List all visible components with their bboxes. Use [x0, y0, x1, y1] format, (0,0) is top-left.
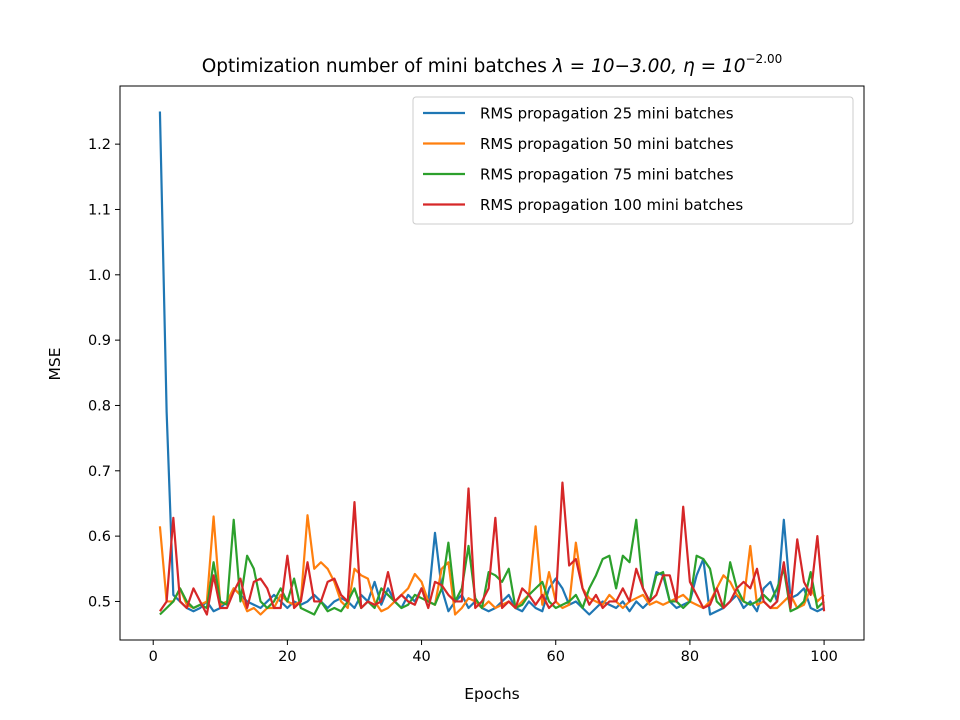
legend-label-4: RMS propagation 100 mini batches: [480, 196, 743, 214]
y-tick-label: 0.9: [88, 333, 111, 349]
legend-label-1: RMS propagation 25 mini batches: [480, 105, 734, 123]
x-tick-label: 40: [412, 649, 430, 665]
x-tick-label: 100: [810, 649, 838, 665]
plot-frame: [119, 85, 865, 641]
y-axis-ticks: 0.5 0.6 0.7 0.8 0.9 1.0 1.1 1.2: [88, 137, 120, 610]
title-eta-exponent: −2.00: [746, 52, 783, 66]
series-layer: [158, 111, 826, 616]
x-tick-label: 60: [547, 649, 565, 665]
legend-box: [412, 96, 854, 225]
y-tick-label: 0.8: [88, 398, 111, 414]
x-tick-label: 0: [149, 649, 158, 665]
legend-label-3: RMS propagation 75 mini batches: [480, 166, 734, 184]
x-tick-label: 80: [681, 649, 699, 665]
y-tick-label: 1.1: [88, 202, 111, 218]
series-line-4: [159, 481, 826, 616]
y-tick-label: 0.6: [88, 529, 111, 545]
x-tick-label: 20: [278, 649, 296, 665]
legend-label-2: RMS propagation 50 mini batches: [480, 135, 734, 153]
y-tick-label: 0.5: [88, 594, 111, 610]
x-axis-ticks: 0 20 40 60 80 100: [149, 640, 838, 665]
x-axis-label: Epochs: [464, 685, 520, 703]
y-tick-label: 1.2: [88, 137, 111, 153]
title-lambda: λ = 10−3.00, η = 10: [552, 56, 746, 77]
y-axis-label: MSE: [46, 347, 64, 380]
title-main: Optimization number of mini batches: [202, 56, 553, 77]
series-line-3: [159, 518, 825, 616]
y-tick-label: 1.0: [88, 268, 111, 284]
legend: RMS propagation 25 mini batches RMS propa…: [412, 96, 854, 225]
chart-title: Optimization number of mini batches λ = …: [202, 52, 783, 77]
y-tick-label: 0.7: [88, 464, 111, 480]
